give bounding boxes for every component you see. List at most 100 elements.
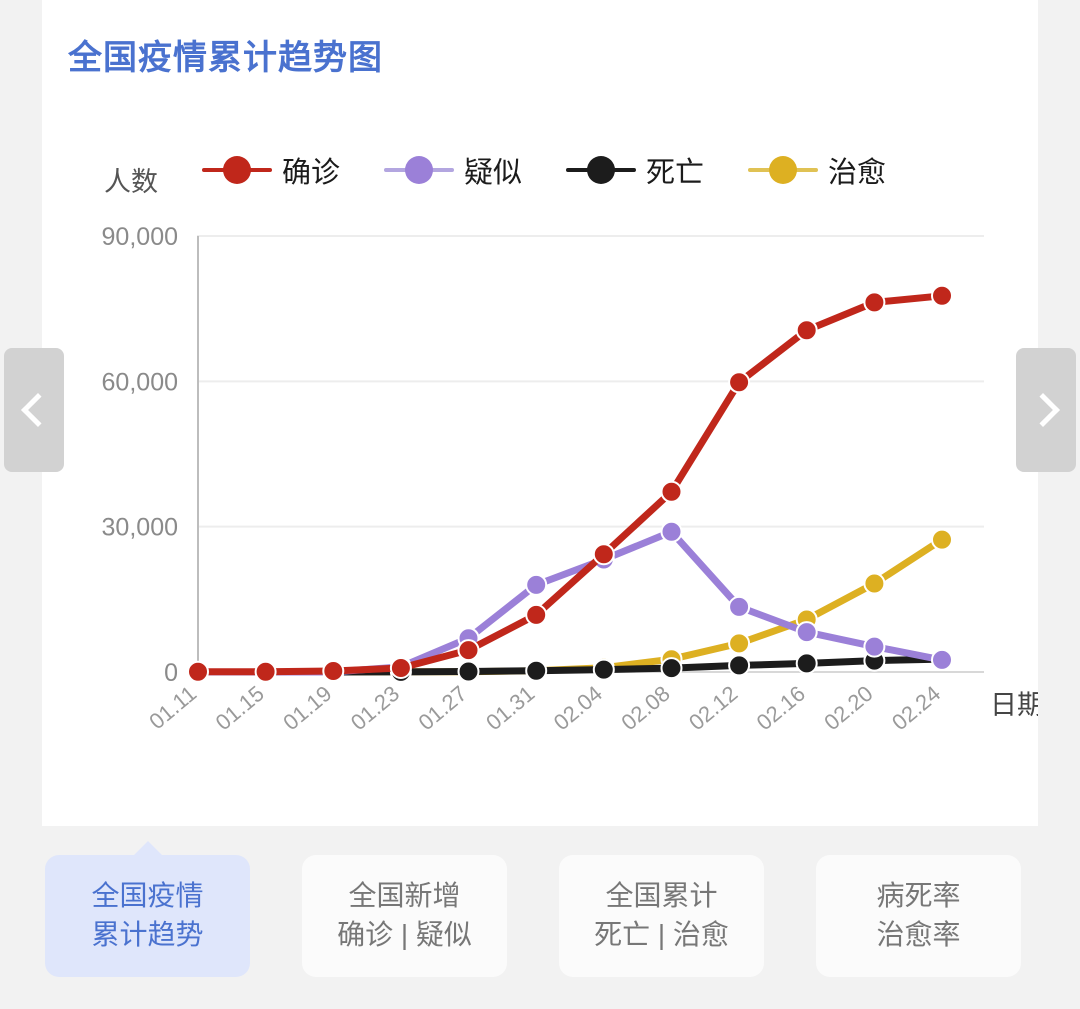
series-point — [254, 661, 277, 683]
legend-marker-confirmed-icon — [202, 153, 272, 187]
series-point — [457, 660, 480, 683]
series-point — [322, 661, 345, 683]
legend-item-deaths[interactable]: 死亡 — [566, 149, 704, 191]
x-tick-label: 02.08 — [616, 681, 674, 736]
series-point — [863, 291, 886, 314]
series-point — [187, 661, 209, 683]
series-point — [322, 660, 345, 683]
series-point — [389, 655, 412, 678]
carousel-prev-button[interactable] — [4, 348, 64, 472]
series-point — [660, 480, 683, 503]
x-tick-label: 01.19 — [278, 681, 336, 736]
tab-label-line2: 治愈率 — [876, 919, 961, 950]
series-point — [795, 319, 818, 342]
tab-national-cumulative-deaths-cured[interactable]: 全国累计 死亡 | 治愈 — [559, 855, 764, 977]
series-point — [795, 608, 818, 631]
series-point — [592, 543, 615, 566]
series-point — [187, 661, 209, 683]
page-title: 全国疫情累计趋势图 — [68, 39, 383, 77]
x-tick-label: 01.27 — [414, 681, 472, 736]
y-tick-label: 0 — [164, 659, 178, 687]
series-line — [194, 528, 946, 676]
series-point — [525, 659, 548, 682]
series-point — [254, 661, 277, 683]
series-point — [457, 639, 480, 662]
chart-legend: 人数 确诊 疑似 死亡 — [104, 143, 930, 197]
series-point — [931, 648, 953, 671]
x-tick-label: 02.20 — [819, 681, 877, 736]
tab-bar: 全国疫情 累计趋势 全国新增 确诊 | 疑似 全国累计 死亡 | 治愈 病死率 … — [0, 841, 1080, 995]
series-point — [457, 660, 480, 683]
series-point — [660, 520, 683, 543]
series-point — [931, 528, 953, 551]
series-point — [457, 627, 480, 650]
series-point — [728, 654, 751, 677]
series-line — [194, 655, 946, 676]
series-point — [592, 658, 615, 681]
x-tick-label: 01.11 — [144, 681, 201, 734]
series-point — [525, 659, 548, 682]
series-point — [931, 648, 953, 671]
series-point — [254, 660, 277, 683]
tab-label-line1: 全国累计 — [605, 880, 718, 912]
series-point — [728, 632, 751, 655]
series-point — [322, 661, 345, 683]
legend-item-confirmed[interactable]: 确诊 — [202, 149, 340, 191]
y-tick-label: 90,000 — [102, 223, 178, 251]
chart-plot-area: 0 30,000 60,000 90,000 01.11 01.15 01.19 01.23 0… — [42, 0, 1038, 826]
x-tick-label: 02.12 — [684, 681, 742, 736]
series-line — [194, 536, 946, 676]
tab-label-line1: 病死率 — [876, 880, 961, 912]
x-tick-label: 02.16 — [752, 681, 810, 736]
series-line — [194, 292, 946, 676]
x-tick-label: 02.24 — [887, 681, 945, 736]
y-tick-label: 60,000 — [102, 368, 178, 396]
series-point — [660, 657, 683, 680]
tab-label-line1: 全国新增 — [348, 880, 461, 912]
chevron-right-icon — [1025, 393, 1060, 427]
legend-item-cured[interactable]: 治愈 — [748, 149, 886, 191]
series-point — [728, 371, 751, 394]
series-point — [931, 284, 953, 307]
series-point — [863, 572, 886, 595]
series-point — [795, 652, 818, 675]
x-tick-label: 01.15 — [211, 681, 269, 736]
x-tick-label: 02.04 — [549, 681, 607, 736]
tab-national-cumulative-trend[interactable]: 全国疫情 累计趋势 — [45, 841, 250, 977]
series-point — [660, 648, 683, 671]
series-point — [525, 603, 548, 626]
series-point — [322, 660, 345, 682]
series-point — [525, 573, 548, 596]
tab-national-new-confirmed-suspected[interactable]: 全国新增 确诊 | 疑似 — [302, 855, 507, 977]
y-tick-label: 30,000 — [102, 514, 178, 542]
series-point — [389, 660, 412, 683]
x-tick-label: 01.23 — [346, 681, 404, 736]
x-axis-title: 日期 — [990, 690, 1038, 720]
carousel-next-button[interactable] — [1016, 348, 1076, 472]
series-point — [389, 657, 412, 679]
series-point — [254, 661, 277, 683]
legend-marker-deaths-icon — [566, 153, 637, 187]
series-point — [863, 635, 886, 658]
series-point — [592, 548, 615, 571]
legend-label-suspected: 疑似 — [464, 157, 523, 189]
tab-fatality-recovery-rate[interactable]: 病死率 治愈率 — [816, 855, 1021, 977]
tab-label-line2: 确诊 | 疑似 — [337, 919, 472, 950]
legend-marker-cured-icon — [748, 153, 819, 187]
chart-card: 全国疫情累计趋势图 人数 确诊 疑似 — [42, 0, 1038, 826]
series-point — [187, 661, 209, 683]
legend-label-deaths: 死亡 — [646, 157, 705, 189]
series-point — [863, 649, 886, 672]
chevron-left-icon — [20, 393, 55, 427]
legend-label-cured: 治愈 — [828, 157, 887, 189]
tab-label-line2: 累计趋势 — [91, 919, 204, 950]
legend-item-suspected[interactable]: 疑似 — [384, 149, 522, 191]
tab-label-line2: 死亡 | 治愈 — [594, 919, 729, 950]
legend-marker-suspected-icon — [384, 153, 455, 187]
series-point — [187, 660, 209, 683]
series-point — [795, 621, 818, 644]
legend-label-confirmed: 确诊 — [282, 157, 341, 189]
y-axis-title: 人数 — [104, 166, 158, 197]
